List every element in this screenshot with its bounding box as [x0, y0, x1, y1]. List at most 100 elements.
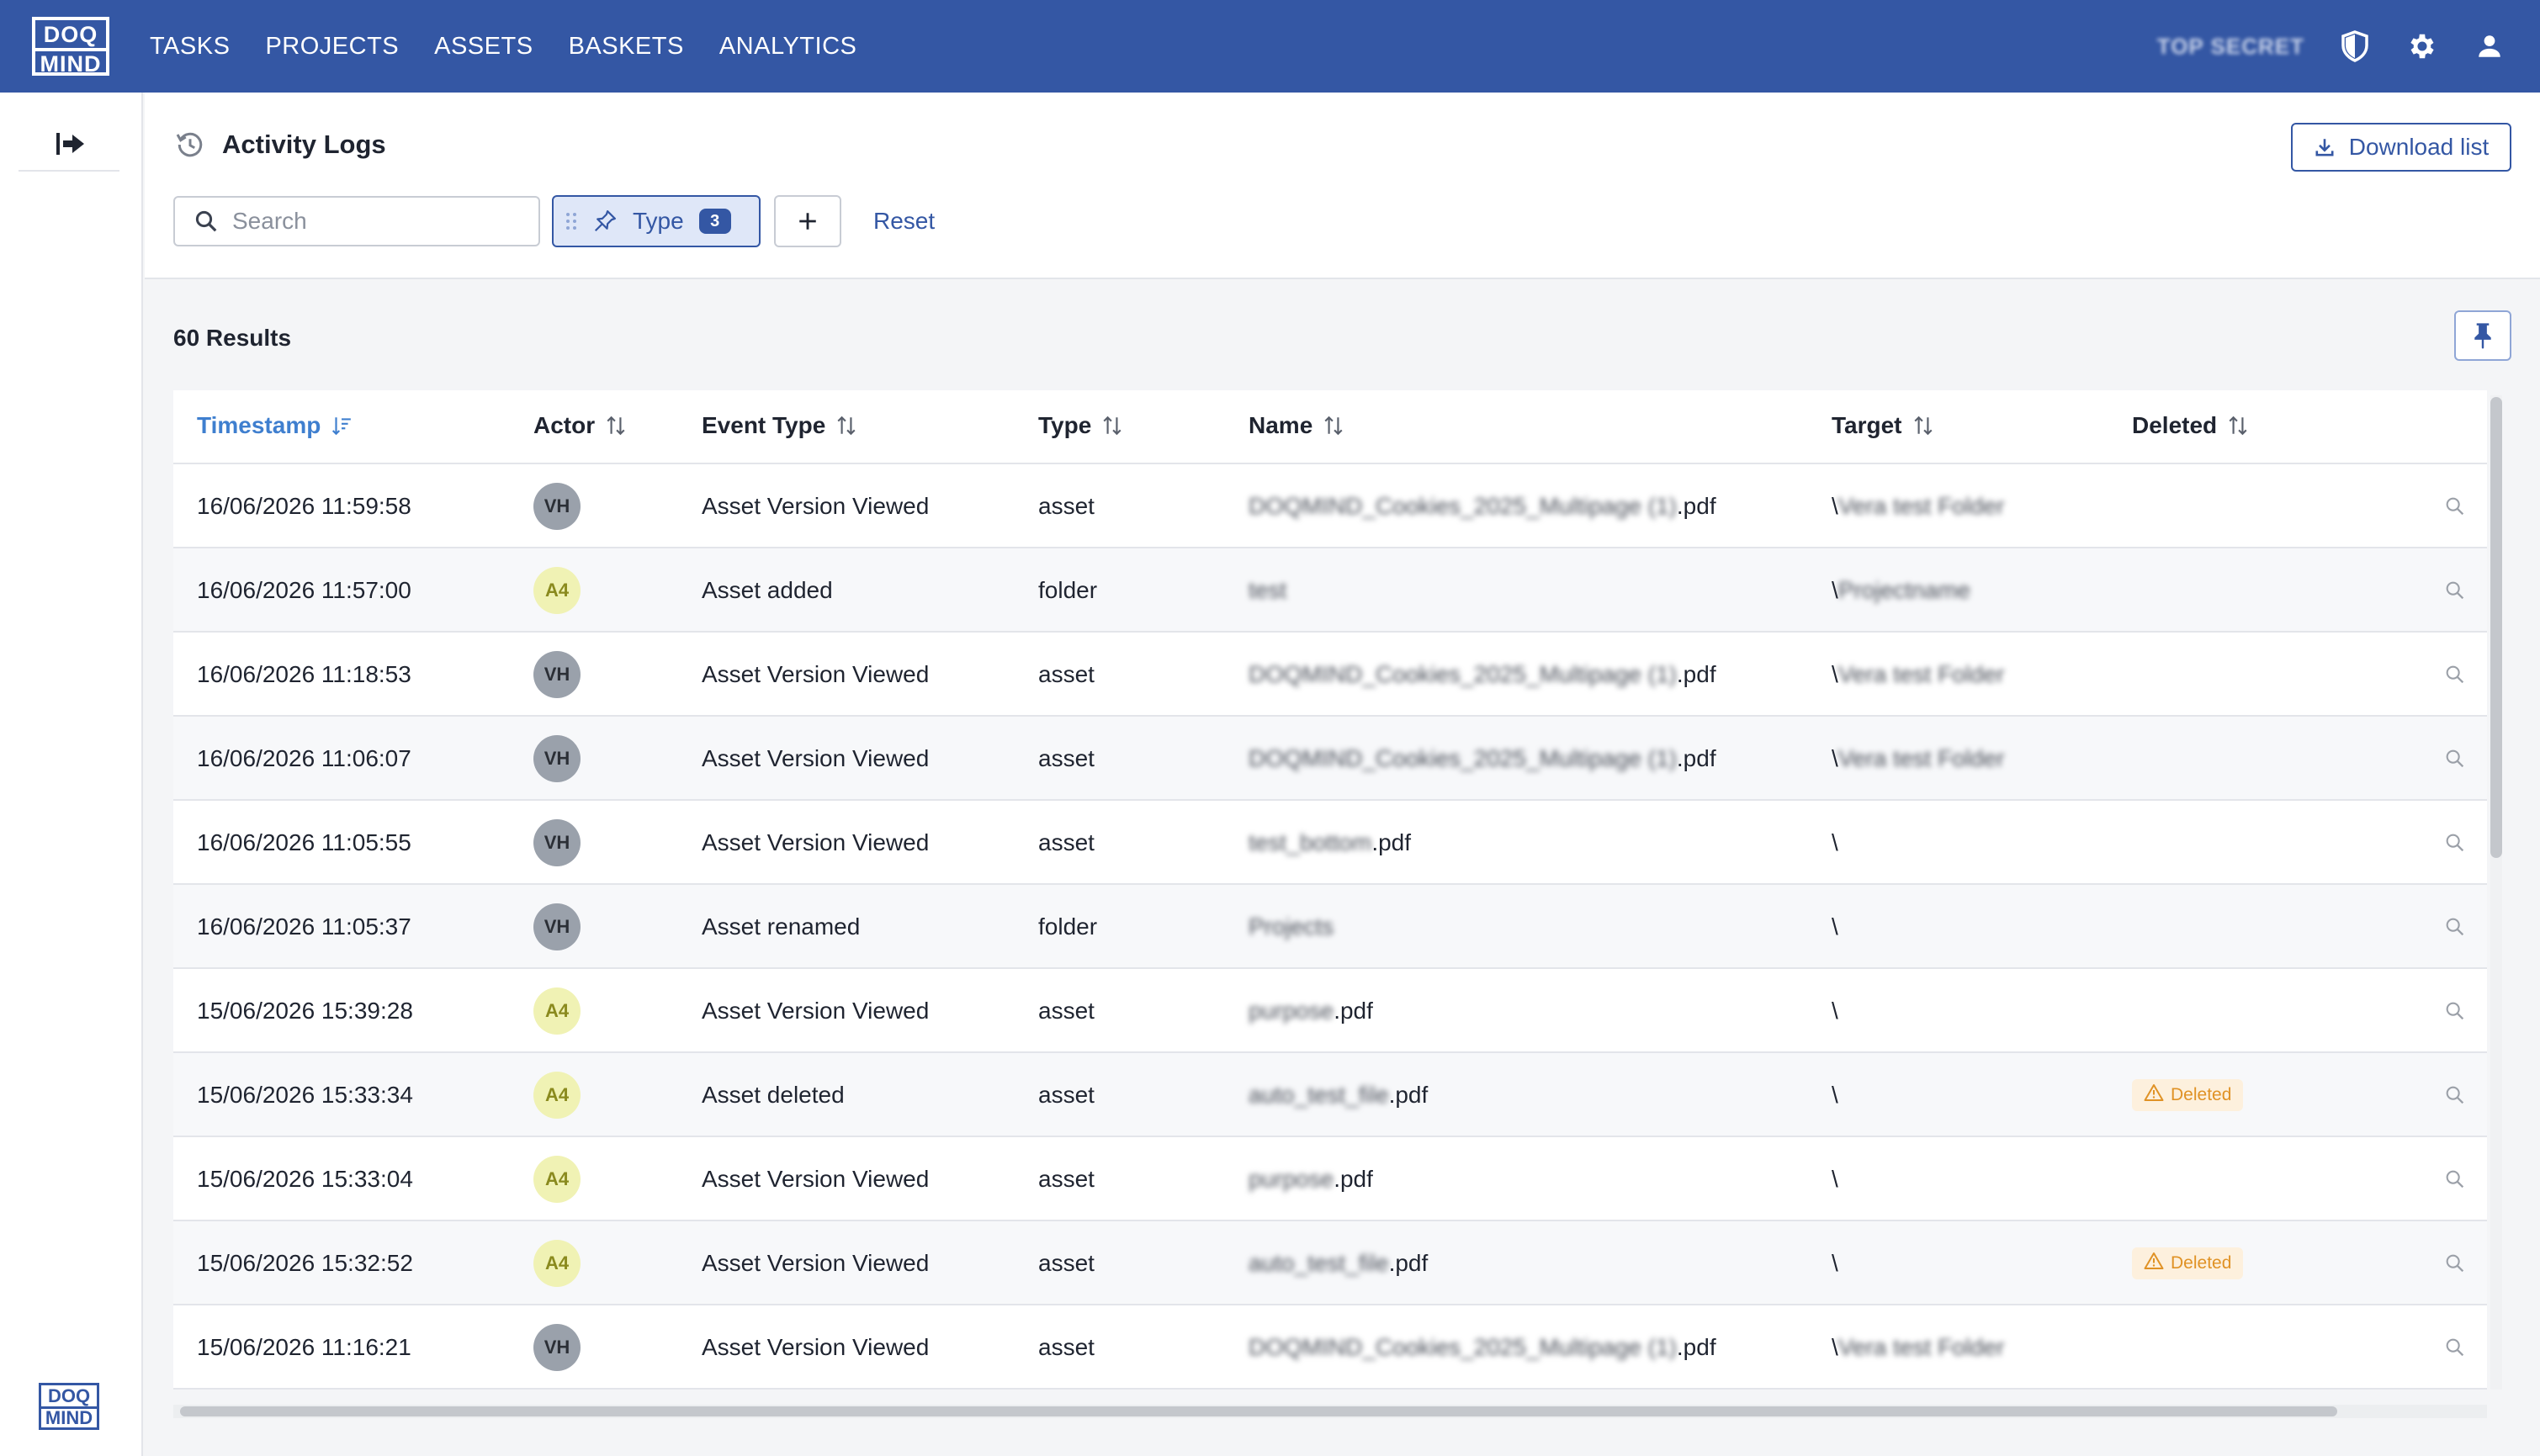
table-row[interactable]: 15/06/2026 15:32:52 A4 Asset Version Viewe…	[173, 1221, 2487, 1305]
row-details-search-icon[interactable]	[2443, 548, 2467, 633]
column-header-deleted-label: Deleted	[2132, 412, 2218, 438]
table-row[interactable]: 16/06/2026 11:06:07 VH Asset Version Viewe…	[173, 717, 2487, 801]
actor-cell: VH	[533, 633, 581, 717]
name-cell: DOQMIND_Cookies_2025_Multipage (1) .pdf	[1249, 1305, 1716, 1390]
column-header-target-label: Target	[1832, 412, 1902, 438]
actor-cell: VH	[533, 717, 581, 801]
type-cell: folder	[1038, 577, 1098, 603]
table-row[interactable]: 16/06/2026 11:57:00 A4 Asset added folder te…	[173, 548, 2487, 633]
reset-filters-link[interactable]: Reset	[873, 208, 936, 234]
filter-bar: Type 3 Reset	[173, 195, 935, 247]
pin-columns-button[interactable]	[2454, 310, 2511, 361]
actor-avatar[interactable]: A4	[533, 987, 581, 1035]
expand-sidebar-button[interactable]	[49, 122, 93, 166]
actor-avatar[interactable]: VH	[533, 651, 581, 698]
row-details-search-icon[interactable]	[2443, 969, 2467, 1053]
target-root: \	[1832, 745, 1838, 771]
shield-icon[interactable]	[2338, 29, 2372, 63]
timestamp-cell: 16/06/2026 11:18:53	[197, 661, 411, 687]
actor-avatar[interactable]: VH	[533, 903, 581, 950]
actor-avatar[interactable]: A4	[533, 567, 581, 614]
nav-assets[interactable]: ASSETS	[434, 32, 533, 60]
row-details-search-icon[interactable]	[2443, 1053, 2467, 1137]
column-header-event-type[interactable]: Event Type	[702, 412, 857, 439]
name-redacted: DOQMIND_Cookies_2025_Multipage (1)	[1249, 493, 1677, 519]
app-logo[interactable]: DOQ MIND	[32, 17, 109, 76]
target-redacted: Vera test Folder	[1837, 661, 2005, 687]
actor-avatar[interactable]: A4	[533, 1240, 581, 1287]
search-input[interactable]	[232, 208, 518, 235]
nav-tasks[interactable]: TASKS	[150, 32, 231, 60]
target-root: \	[1832, 493, 1838, 519]
table-row[interactable]: 16/06/2026 11:18:53 VH Asset Version Viewe…	[173, 633, 2487, 717]
actor-avatar[interactable]: VH	[533, 483, 581, 530]
target-cell: \ Vera test Folder	[1832, 464, 2004, 548]
type-cell: asset	[1038, 1166, 1095, 1192]
type-cell: asset	[1038, 1250, 1095, 1276]
vertical-scrollbar-thumb[interactable]	[2490, 397, 2502, 858]
type-cell: asset	[1038, 661, 1095, 687]
plus-icon	[799, 213, 816, 230]
horizontal-scrollbar[interactable]	[173, 1405, 2487, 1418]
column-header-target[interactable]: Target	[1832, 412, 1934, 439]
user-icon[interactable]	[2473, 29, 2506, 63]
horizontal-scrollbar-thumb[interactable]	[180, 1406, 2337, 1416]
search-box[interactable]	[173, 196, 540, 246]
actor-cell: A4	[533, 969, 581, 1053]
actor-avatar[interactable]: VH	[533, 735, 581, 782]
name-redacted: DOQMIND_Cookies_2025_Multipage (1)	[1249, 661, 1677, 687]
actor-avatar[interactable]: VH	[533, 1324, 581, 1371]
drag-handle-icon[interactable]	[565, 211, 577, 231]
logo-line-1: DOQ	[43, 22, 98, 47]
mini-logo-line-2: MIND	[41, 1406, 97, 1427]
timestamp-cell: 16/06/2026 11:59:58	[197, 493, 411, 519]
table-header: Timestamp Actor Event Type Type Name Tar…	[173, 390, 2487, 464]
name-redacted: DOQMIND_Cookies_2025_Multipage (1)	[1249, 1334, 1677, 1360]
vertical-scrollbar[interactable]	[2490, 395, 2502, 1390]
page-title: Activity Logs	[222, 130, 386, 159]
type-filter-chip[interactable]: Type 3	[552, 195, 761, 247]
column-header-timestamp[interactable]: Timestamp	[197, 412, 353, 439]
row-details-search-icon[interactable]	[2443, 801, 2467, 885]
timestamp-cell: 15/06/2026 15:39:28	[197, 998, 413, 1024]
column-header-type[interactable]: Type	[1038, 412, 1123, 439]
type-cell: asset	[1038, 829, 1095, 855]
table-row[interactable]: 16/06/2026 11:05:37 VH Asset renamed folder…	[173, 885, 2487, 969]
top-navbar: DOQ MIND TASKS PROJECTS ASSETS BASKETS A…	[0, 0, 2540, 93]
actor-avatar[interactable]: VH	[533, 819, 581, 866]
column-header-deleted[interactable]: Deleted	[2132, 412, 2249, 439]
name-extension: .pdf	[1371, 829, 1412, 855]
table-row[interactable]: 15/06/2026 15:33:34 A4 Asset deleted asset a…	[173, 1053, 2487, 1137]
sidebar-divider	[19, 170, 119, 172]
row-details-search-icon[interactable]	[2443, 464, 2467, 548]
target-root: \	[1832, 661, 1838, 687]
nav-baskets[interactable]: BASKETS	[568, 32, 684, 60]
add-filter-button[interactable]	[774, 195, 841, 247]
table-row[interactable]: 15/06/2026 15:33:04 A4 Asset Version Viewe…	[173, 1137, 2487, 1221]
left-sidebar: DOQ MIND	[0, 93, 143, 1456]
gear-icon[interactable]	[2405, 29, 2439, 63]
nav-projects[interactable]: PROJECTS	[265, 32, 400, 60]
column-header-actor[interactable]: Actor	[533, 412, 627, 439]
name-extension: .pdf	[1334, 1166, 1373, 1192]
table-row[interactable]: 16/06/2026 11:05:55 VH Asset Version Viewe…	[173, 801, 2487, 885]
row-details-search-icon[interactable]	[2443, 1305, 2467, 1390]
row-details-search-icon[interactable]	[2443, 885, 2467, 969]
actor-avatar[interactable]: A4	[533, 1072, 581, 1119]
actor-cell: VH	[533, 801, 581, 885]
download-list-button[interactable]: Download list	[2291, 123, 2511, 172]
row-details-search-icon[interactable]	[2443, 1221, 2467, 1305]
row-details-search-icon[interactable]	[2443, 717, 2467, 801]
column-header-name[interactable]: Name	[1249, 412, 1344, 439]
table-row[interactable]: 16/06/2026 11:59:58 VH Asset Version Viewe…	[173, 464, 2487, 548]
target-cell: \ Projectname	[1832, 548, 1970, 633]
nav-analytics[interactable]: ANALYTICS	[719, 32, 857, 60]
actor-avatar[interactable]: A4	[533, 1156, 581, 1203]
table-row[interactable]: 15/06/2026 15:39:28 A4 Asset Version Viewe…	[173, 969, 2487, 1053]
target-redacted: Vera test Folder	[1837, 745, 2005, 771]
deleted-badge-label: Deleted	[2171, 1085, 2232, 1104]
table-row[interactable]: 15/06/2026 11:16:21 VH Asset Version Viewe…	[173, 1305, 2487, 1390]
timestamp-cell: 15/06/2026 15:33:34	[197, 1082, 413, 1108]
row-details-search-icon[interactable]	[2443, 1137, 2467, 1221]
row-details-search-icon[interactable]	[2443, 633, 2467, 717]
